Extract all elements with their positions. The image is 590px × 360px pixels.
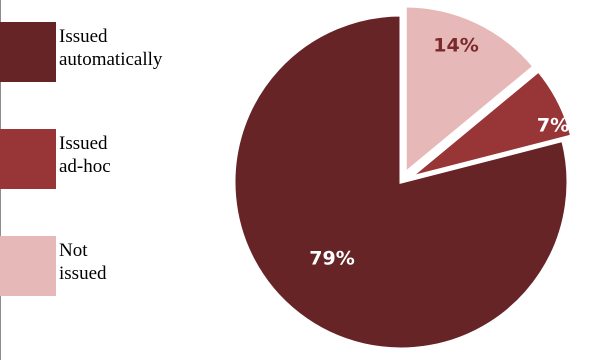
data-label-not-issued: 14% (433, 35, 478, 57)
legend-label-issued-automatically: Issued automatically (59, 25, 209, 71)
legend-label-line: automatically (59, 49, 163, 70)
legend-label-line: Not (59, 240, 88, 261)
legend-label-line: Issued (59, 26, 108, 47)
pie-slice-not-issued (403, 4, 537, 177)
legend-label-line: Issued (59, 133, 108, 154)
legend-swatch-not-issued (0, 236, 56, 296)
legend-label-not-issued: Not issued (59, 239, 209, 285)
legend-swatch-issued-ad-hoc (0, 129, 56, 189)
legend-item-issued-automatically: Issued automatically (0, 22, 209, 82)
legend-label-line: issued (59, 263, 107, 284)
legend-swatch-issued-automatically (0, 22, 56, 82)
data-label-issued-ad-hoc: 7% (537, 115, 569, 137)
pie-slice-issued-ad-hoc (408, 68, 574, 179)
pie-slice-issued-automatically (232, 13, 570, 351)
legend-label-issued-ad-hoc: Issued ad-hoc (59, 132, 209, 178)
legend-label-line: ad-hoc (59, 156, 111, 177)
legend-item-not-issued: Not issued (0, 236, 209, 296)
legend-item-issued-ad-hoc: Issued ad-hoc (0, 129, 209, 189)
data-label-issued-automatically: 79% (309, 248, 354, 270)
